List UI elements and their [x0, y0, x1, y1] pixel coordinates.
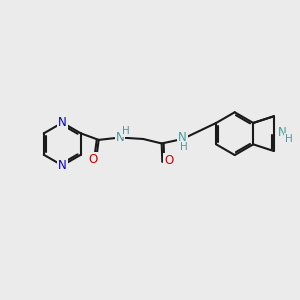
- Text: H: H: [122, 126, 129, 136]
- Text: O: O: [164, 154, 173, 167]
- Text: N: N: [58, 116, 67, 129]
- Text: N: N: [278, 126, 286, 139]
- Text: H: H: [180, 142, 188, 152]
- Text: N: N: [58, 159, 67, 172]
- Text: N: N: [178, 131, 187, 144]
- Text: O: O: [88, 153, 98, 166]
- Text: N: N: [116, 131, 124, 144]
- Text: H: H: [285, 134, 292, 144]
